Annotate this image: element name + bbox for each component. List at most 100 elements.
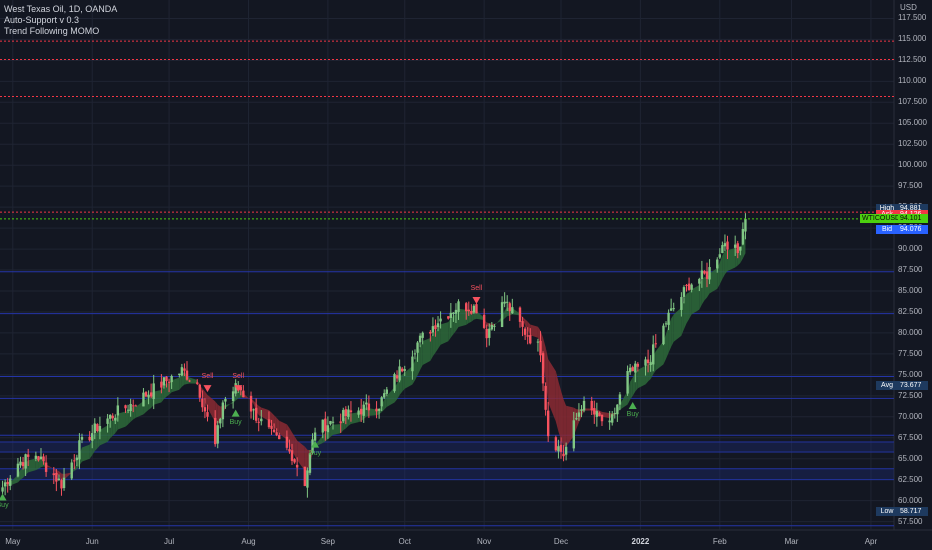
time-axis-label: Apr [864,537,878,546]
sell-signal-label: Sell [470,285,483,293]
candle-body [600,414,604,422]
support-levels [0,40,894,527]
ribbon-segment [717,262,720,289]
candle-body [152,383,155,400]
candle-body [741,229,745,245]
candle-body [357,410,360,415]
ribbon-segment [548,359,556,422]
ribbon-segment [707,273,710,298]
candle-body [60,480,63,489]
candle-body [167,381,171,383]
candle-body [124,405,127,409]
high-tag-label: High [876,203,898,213]
candle-body [24,454,27,469]
candle-body [188,380,191,382]
ribbon-segment [368,408,377,416]
candle-body [73,460,76,462]
ribbon-segment [558,381,561,440]
chart-legend[interactable]: West Texas Oil, 1D, OANDA Auto-Support v… [4,4,117,37]
price-axis-label: 80.000 [898,327,923,337]
ribbon-segment [166,383,170,397]
candle-body [539,340,542,356]
ribbon-segment [673,307,682,342]
signal-markers [0,297,637,501]
symbol-title[interactable]: West Texas Oil, 1D, OANDA [4,4,118,14]
sell-arrow-icon [472,297,481,305]
candle-body [434,325,437,330]
candle-body [472,305,476,313]
candle-body [393,374,396,392]
candle-body [467,309,470,312]
ribbon-segment [330,424,334,437]
candle-body [219,418,222,424]
candle-body [198,384,202,398]
indicator-trend-momo[interactable]: Trend Following MOMO [4,26,100,36]
candle-body [78,440,81,460]
candle-body [359,408,363,415]
buy-arrow-icon [231,409,240,417]
candle-body [278,435,281,440]
candle-body [705,271,709,279]
candle-body [562,453,565,457]
time-axis-label: Nov [477,537,492,546]
candle-body [288,449,291,452]
candle-body [733,244,737,248]
price-axis-label: 102.500 [898,139,927,149]
indicator-auto-support[interactable]: Auto-Support v 0.3 [4,15,80,25]
candle-body [536,341,540,343]
candle-body [726,241,729,250]
buy-signal-label: Buy [309,449,322,457]
candle-body [62,477,66,489]
candle-body [267,419,271,428]
candle-body [718,254,722,258]
price-axis-label: 107.500 [898,97,927,107]
candle-body [395,375,399,379]
ribbon-segment [204,391,208,408]
ribbon-segment [46,464,54,469]
candle-body [329,421,332,425]
candle-body [544,385,547,410]
time-axis-label: 2022 [631,537,650,546]
candle-body [80,437,84,440]
candle-body [475,304,478,314]
candle-body [144,392,148,397]
ribbon-segment [402,372,405,392]
candle-body [254,407,258,421]
candle-body [398,366,401,381]
candle-body [564,446,568,455]
ribbon-segment [74,463,77,471]
candle-body [375,408,378,412]
time-axis-label: Aug [241,537,256,546]
currency-label[interactable]: USD [900,3,917,12]
candle-body [644,359,647,366]
ribbon-segment [146,397,149,413]
ribbon-segment [322,433,326,444]
candle-body [132,405,135,407]
candle-body [26,454,30,457]
sell-arrow-icon [203,385,212,393]
candle-body [91,433,94,441]
candle-body [321,419,324,433]
ribbon-segment [522,316,526,326]
candle-body [511,307,514,314]
ribbon-segment [271,412,275,428]
candle-body [400,368,404,372]
candle-body [206,412,209,417]
ribbon-segment [97,429,100,449]
candle-body [231,391,235,401]
ribbon-segment [486,322,490,328]
candle-body [421,332,424,338]
ribbon-segment [645,364,649,385]
candle-body [129,403,132,411]
candle-body [1,487,4,492]
price-axis-label: 70.000 [898,411,923,421]
candle-body [88,436,91,441]
candle-body [546,410,550,437]
candle-body [618,394,622,405]
buy-signal-label: Buy [0,502,9,510]
ribbon-segment [555,371,559,432]
ribbon-segment [671,314,674,347]
candle-body [554,437,558,451]
candle-body [682,287,686,297]
